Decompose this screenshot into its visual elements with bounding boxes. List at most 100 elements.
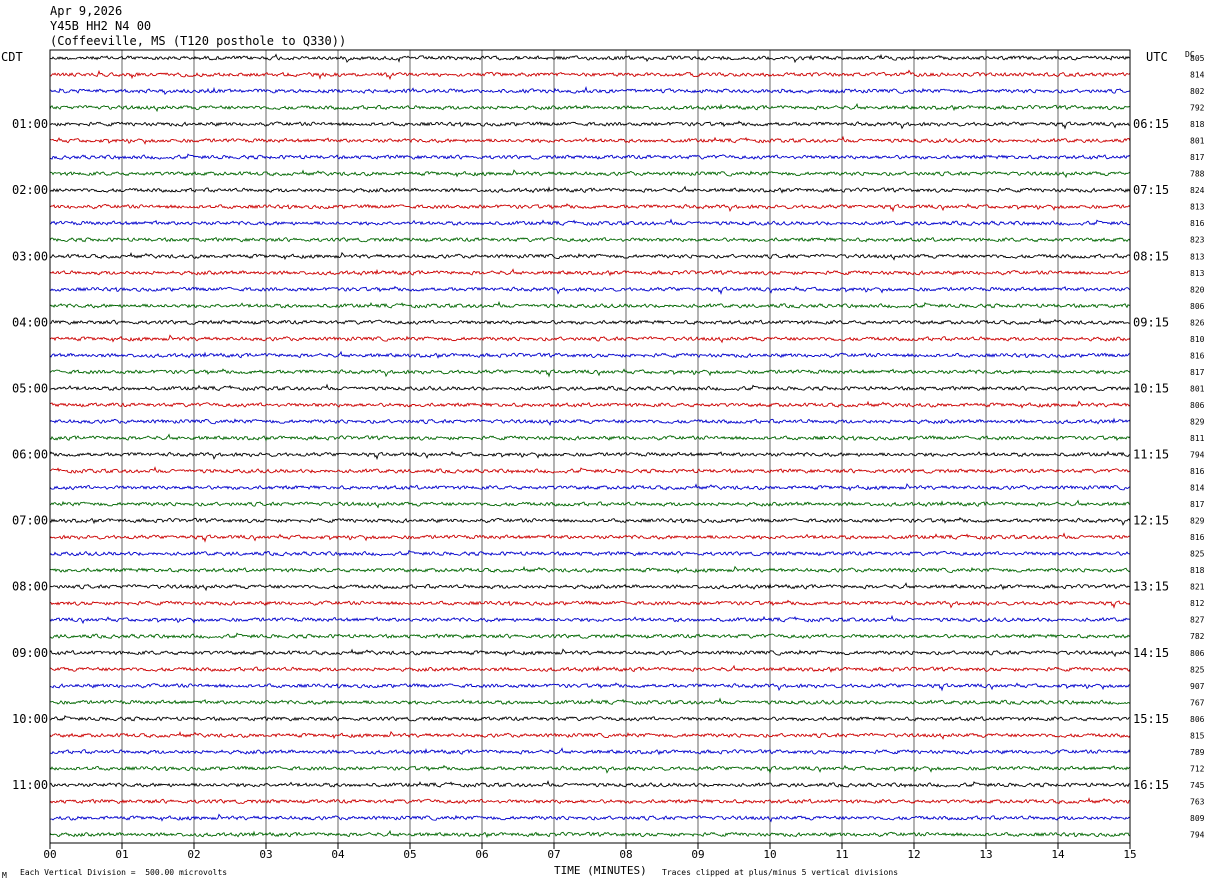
trace-row [49, 120, 1131, 130]
trace-row [49, 499, 1131, 509]
left-hour-label: 06:00 [12, 448, 48, 462]
x-tick-label: 10 [763, 848, 776, 861]
trace-row [49, 664, 1131, 673]
dc-offset-value: 809 [1190, 814, 1205, 823]
trace-row [49, 334, 1131, 344]
dc-offset-value: 806 [1190, 715, 1205, 724]
trace-row [49, 730, 1131, 740]
trace-row [49, 350, 1131, 359]
trace-row [49, 218, 1131, 227]
left-timezone-label: CDT [1, 50, 23, 64]
trace-row [49, 715, 1130, 722]
dc-offset-value: 816 [1190, 533, 1205, 542]
trace-row [49, 466, 1131, 474]
trace-row [49, 582, 1131, 592]
dc-offset-value: 789 [1190, 748, 1205, 757]
dc-offset-value: 788 [1190, 170, 1205, 179]
dc-offset-value: 818 [1190, 566, 1205, 575]
dc-offset-value: 825 [1190, 665, 1205, 674]
dc-offset-value: 802 [1190, 87, 1205, 96]
trace-row [49, 614, 1131, 625]
left-hour-label: 11:00 [12, 778, 48, 792]
trace-row [49, 632, 1131, 640]
x-axis-title: TIME (MINUTES) [554, 864, 647, 877]
trace-row [49, 85, 1131, 96]
left-hour-label: 01:00 [12, 117, 48, 131]
trace-row [49, 135, 1131, 145]
dc-offset-value: 813 [1190, 252, 1205, 261]
x-tick-label: 00 [43, 848, 56, 861]
dc-offset-value: 817 [1190, 500, 1205, 509]
trace-row [49, 300, 1131, 309]
trace-row [49, 203, 1131, 213]
dc-offset-value: 816 [1190, 351, 1205, 360]
trace-row [49, 285, 1131, 296]
dc-offset-value: 712 [1190, 764, 1205, 773]
scale-note: Each Vertical Division = 500.00 microvol… [20, 868, 228, 877]
trace-row [49, 532, 1131, 543]
trace-row [49, 483, 1131, 492]
right-hour-label: 06:15 [1133, 117, 1169, 131]
trace-row [49, 103, 1131, 113]
dc-offset-value: 810 [1190, 335, 1205, 344]
trace-row [49, 318, 1131, 326]
dc-offset-value: 827 [1190, 616, 1205, 625]
plot-frame [49, 49, 1131, 844]
trace-row [49, 417, 1131, 426]
chart-date: Apr 9,2026 [50, 4, 123, 18]
dc-offset-value: 815 [1190, 731, 1205, 740]
station-location: (Coffeeville, MS (T120 posthole to Q330)… [50, 34, 347, 48]
trace-row [49, 565, 1131, 574]
dc-offset-value: 811 [1190, 434, 1205, 443]
dc-offset-value: 763 [1190, 797, 1205, 806]
x-tick-label: 15 [1123, 848, 1136, 861]
left-hour-label: 08:00 [12, 580, 48, 594]
station-code: Y45B HH2 N4 00 [50, 19, 152, 33]
dc-offset-value: 767 [1190, 698, 1205, 707]
dc-offset-value: 794 [1190, 451, 1205, 460]
trace-row [49, 368, 1131, 378]
x-tick-label: 08 [619, 848, 632, 861]
right-hour-label: 08:15 [1133, 249, 1169, 263]
x-tick-label: 02 [187, 848, 200, 861]
dc-offset-value: 745 [1190, 781, 1205, 790]
x-tick-label: 07 [547, 848, 560, 861]
x-tick-label: 01 [115, 848, 128, 861]
dc-offset-value: 817 [1190, 153, 1205, 162]
trace-row [49, 69, 1131, 81]
trace-row [49, 53, 1131, 64]
trace-row [49, 780, 1131, 788]
trace-row [49, 169, 1131, 179]
trace-row [49, 450, 1131, 461]
x-tick-label: 05 [403, 848, 416, 861]
dc-offset-value: 820 [1190, 285, 1205, 294]
trace-row [49, 383, 1131, 392]
right-timezone-label: UTC [1146, 50, 1168, 64]
dc-offset-value: 823 [1190, 236, 1205, 245]
dc-offset-value: 821 [1190, 583, 1205, 592]
left-hour-label: 09:00 [12, 646, 48, 660]
trace-row [49, 236, 1131, 243]
right-hour-label: 11:15 [1133, 448, 1169, 462]
trace-row [49, 268, 1131, 277]
dc-offset-value: 824 [1190, 186, 1205, 195]
x-tick-label: 06 [475, 848, 488, 861]
trace-row [49, 433, 1131, 442]
right-hour-label: 13:15 [1133, 580, 1169, 594]
trace-row [49, 797, 1131, 805]
trace-row [49, 682, 1131, 692]
left-hour-label: 05:00 [12, 381, 48, 395]
trace-row [50, 400, 1131, 409]
x-tick-label: 09 [691, 848, 704, 861]
dc-offset-value: 805 [1190, 54, 1205, 63]
x-tick-label: 14 [1051, 848, 1065, 861]
dc-offset-value: 817 [1190, 368, 1205, 377]
right-hour-label: 12:15 [1133, 514, 1169, 528]
corner-mark: M [2, 871, 7, 880]
dc-offset-value: 814 [1190, 71, 1205, 80]
left-hour-label: 10:00 [12, 712, 48, 726]
left-hour-label: 04:00 [12, 315, 48, 329]
trace-row [49, 697, 1131, 706]
right-hour-label: 14:15 [1133, 646, 1169, 660]
